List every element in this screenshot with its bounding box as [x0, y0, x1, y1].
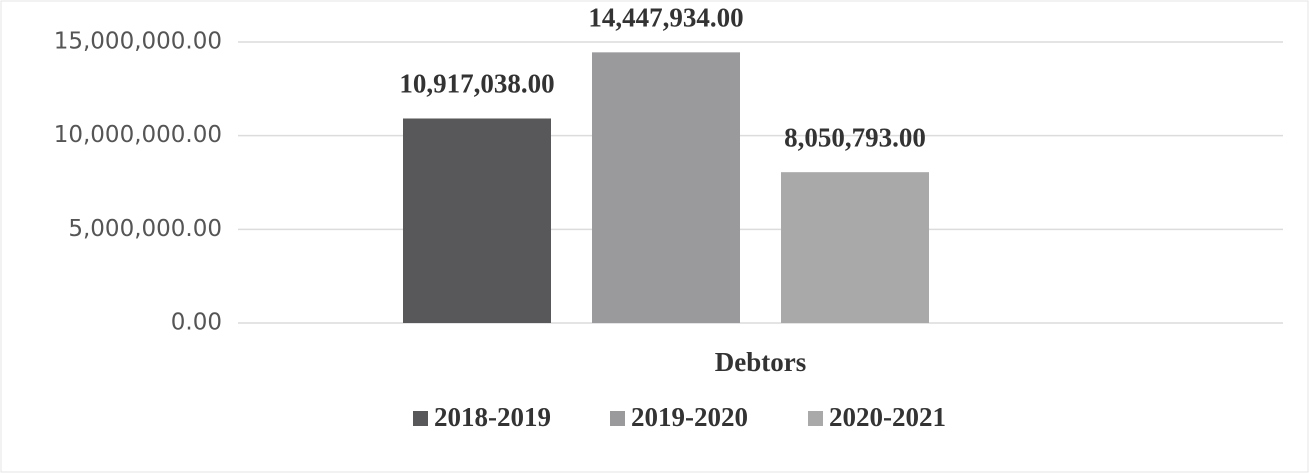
y-tick-label: 0.00 [171, 310, 222, 336]
y-tick-label: 15,000,000.00 [54, 29, 222, 55]
data-label: 10,917,038.00 [399, 69, 554, 99]
legend-label: 2018-2019 [434, 402, 551, 432]
x-tick-label: Debtors [715, 347, 806, 377]
bar [403, 118, 551, 323]
legend-label: 2019-2020 [631, 402, 748, 432]
legend-label: 2020-2021 [829, 402, 946, 432]
legend-swatch [808, 411, 823, 426]
data-label: 8,050,793.00 [784, 122, 926, 152]
legend-swatch [413, 411, 428, 426]
y-tick-label: 10,000,000.00 [54, 122, 222, 148]
legend-swatch [610, 411, 625, 426]
y-tick-label: 5,000,000.00 [68, 216, 222, 242]
bar [781, 172, 929, 323]
data-label: 14,447,934.00 [588, 3, 743, 33]
bar [592, 52, 740, 323]
